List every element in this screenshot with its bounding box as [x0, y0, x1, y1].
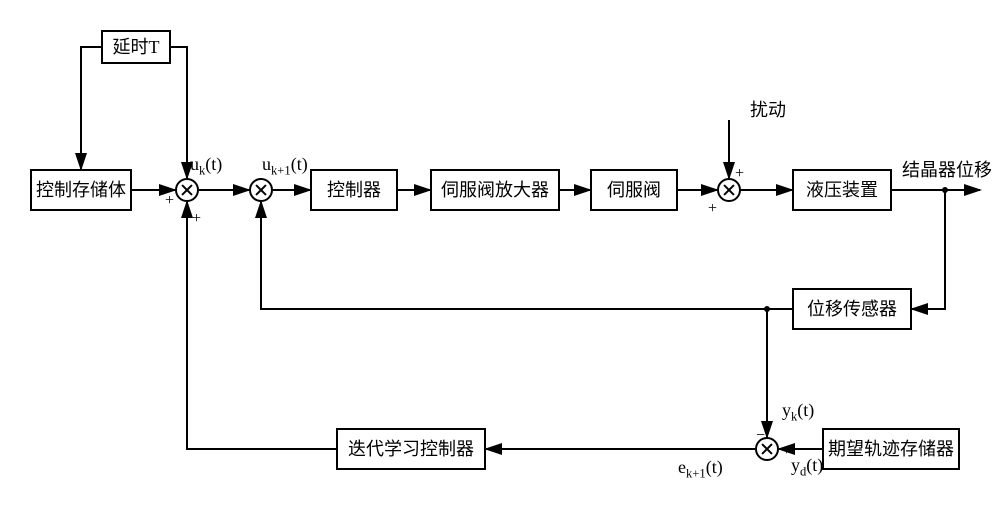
label-yd: yd(t) [791, 455, 823, 480]
block-ilc-label: 迭代学习控制器 [348, 439, 474, 460]
label-mold-disp: 结晶器位移 [902, 156, 992, 182]
block-hydraulic: 液压装置 [792, 169, 892, 211]
block-disp-sensor: 位移传感器 [792, 288, 912, 330]
block-servo-amp: 伺服阀放大器 [430, 169, 560, 211]
block-control-memory-label: 控制存储体 [36, 180, 126, 201]
label-ek1: ek+1(t) [678, 457, 723, 482]
block-delay: 延时T [101, 30, 171, 64]
block-servo-amp-label: 伺服阀放大器 [441, 180, 549, 201]
sign-s1-left: + [165, 192, 174, 210]
label-uk: uk(t) [190, 154, 222, 179]
block-desired-mem: 期望轨迹存储器 [822, 428, 960, 470]
label-uk1: uk+1(t) [262, 154, 308, 179]
block-delay-label: 延时T [113, 37, 160, 58]
sign-s2-bot: − [255, 210, 264, 228]
block-hydraulic-label: 液压装置 [806, 180, 878, 201]
block-ilc: 迭代学习控制器 [336, 428, 486, 470]
block-desired-mem-label: 期望轨迹存储器 [828, 439, 954, 460]
block-disp-sensor-label: 位移传感器 [807, 299, 897, 320]
label-yk: yk(t) [782, 400, 814, 425]
sign-s4-top: − [756, 427, 765, 445]
block-control-memory: 控制存储体 [30, 169, 132, 211]
block-controller-label: 控制器 [327, 180, 381, 201]
sign-s1-bot: + [192, 210, 201, 228]
block-controller: 控制器 [310, 169, 398, 211]
label-disturbance: 扰动 [750, 96, 786, 122]
sign-s4-right: + [782, 442, 791, 460]
sign-s3-left: + [708, 200, 717, 218]
sign-s3-top: + [735, 165, 744, 183]
block-servo-valve: 伺服阀 [590, 169, 678, 211]
sum-s2 [249, 178, 273, 202]
sum-s1 [175, 178, 199, 202]
block-servo-valve-label: 伺服阀 [607, 180, 661, 201]
